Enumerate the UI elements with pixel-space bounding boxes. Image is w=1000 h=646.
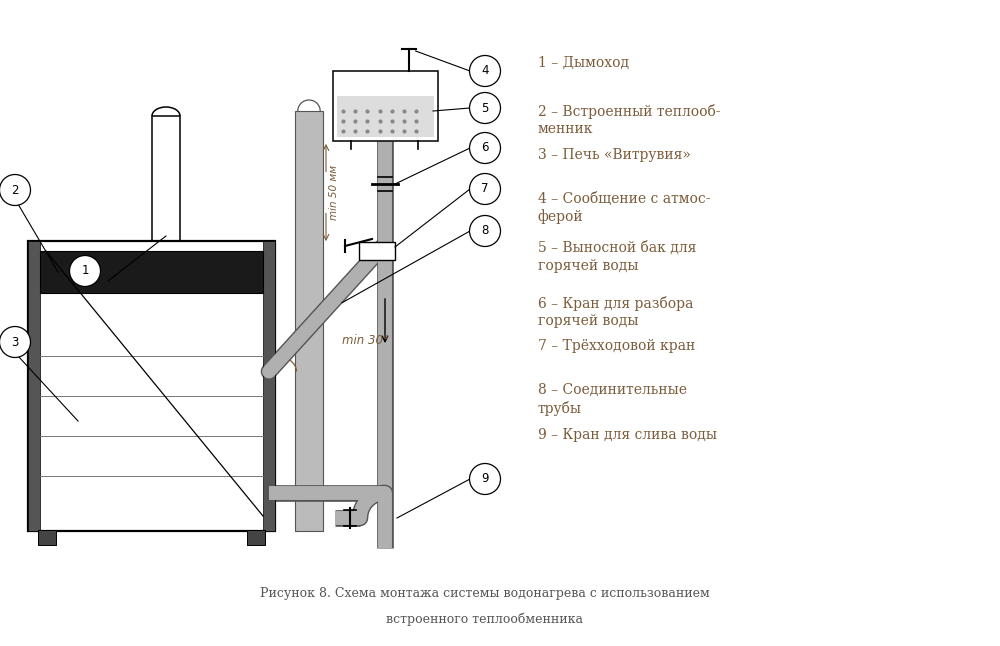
Text: 1: 1 (81, 264, 89, 278)
Text: 1 – Дымоход: 1 – Дымоход (538, 56, 629, 70)
Text: min 50 мм: min 50 мм (329, 165, 339, 220)
Circle shape (0, 174, 30, 205)
Bar (333, 71, 438, 141)
Circle shape (470, 216, 501, 247)
Bar (295, 111, 323, 531)
Text: 9 – Кран для слива воды: 9 – Кран для слива воды (538, 428, 717, 442)
Bar (28, 241, 275, 531)
Circle shape (470, 132, 501, 163)
Text: встроенного теплообменника: встроенного теплообменника (386, 612, 584, 626)
Text: 6: 6 (481, 141, 489, 154)
Bar (359, 242, 395, 260)
Text: 6 – Кран для разбора
горячей воды: 6 – Кран для разбора горячей воды (538, 296, 693, 328)
Text: 8 – Соединительные
трубы: 8 – Соединительные трубы (538, 383, 687, 415)
Bar (337, 96, 434, 137)
Text: 3: 3 (11, 335, 19, 348)
Text: 5 – Выносной бак для
горячей воды: 5 – Выносной бак для горячей воды (538, 241, 696, 273)
Text: Рисунок 8. Схема монтажа системы водонагрева с использованием: Рисунок 8. Схема монтажа системы водонаг… (260, 587, 710, 601)
Bar (38, 530, 56, 545)
Bar (247, 530, 265, 545)
Bar (263, 241, 275, 531)
Bar (28, 241, 40, 531)
Circle shape (70, 256, 100, 286)
Circle shape (470, 92, 501, 123)
Text: 4: 4 (481, 65, 489, 78)
Text: 5: 5 (481, 101, 489, 114)
Text: min 30°: min 30° (342, 335, 389, 348)
Bar (152, 116, 180, 326)
Circle shape (470, 174, 501, 205)
Circle shape (0, 326, 30, 357)
Text: 9: 9 (481, 472, 489, 486)
Text: 4 – Сообщение с атмос-
ферой: 4 – Сообщение с атмос- ферой (538, 192, 710, 224)
Bar (40, 251, 263, 293)
Text: 8: 8 (481, 225, 489, 238)
Circle shape (470, 463, 501, 494)
Text: 2: 2 (11, 183, 19, 196)
Text: 3 – Печь «Витрувия»: 3 – Печь «Витрувия» (538, 148, 691, 162)
Text: 7 – Трёхходовой кран: 7 – Трёхходовой кран (538, 339, 695, 353)
Circle shape (470, 56, 501, 87)
Text: 7: 7 (481, 183, 489, 196)
Text: 2 – Встроенный теплооб-
менник: 2 – Встроенный теплооб- менник (538, 104, 720, 136)
